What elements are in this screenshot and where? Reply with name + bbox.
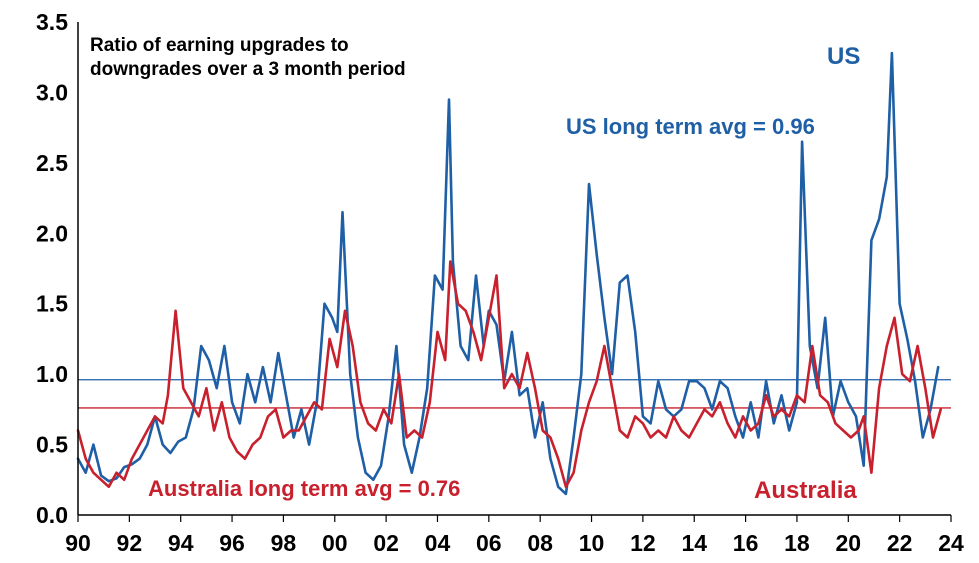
x-tick-label: 18	[784, 530, 810, 556]
x-tick-label: 02	[373, 530, 399, 556]
x-tick-label: 10	[579, 530, 605, 556]
y-axis-ticks: 0.0 0.5 1.0 1.5 2.0 2.5 3.0 3.5	[36, 9, 68, 528]
x-tick-label: 94	[168, 530, 194, 556]
us-avg-label: US long term avg = 0.96	[566, 114, 815, 139]
series-lines	[76, 51, 942, 496]
y-tick-label: 0.5	[36, 432, 68, 458]
x-tick-label: 00	[322, 530, 348, 556]
y-tick-label: 1.0	[36, 361, 68, 387]
y-tick-label: 2.5	[36, 150, 68, 176]
australia-avg-label: Australia long term avg = 0.76	[148, 476, 460, 501]
y-tick-label: 1.5	[36, 291, 68, 317]
x-tick-label: 08	[527, 530, 553, 556]
chart-title-line-1: Ratio of earning upgrades to	[90, 35, 349, 56]
y-tick-label: 0.0	[36, 502, 68, 528]
x-tick-label: 96	[219, 530, 245, 556]
x-tick-label: 12	[630, 530, 656, 556]
x-tick-label: 16	[733, 530, 759, 556]
x-axis-ticks: 90 92 94 96 98 00 02 04 06 08 10 12 14 16 18 20 22 24	[65, 515, 964, 556]
x-tick-label: 92	[117, 530, 143, 556]
x-tick-label: 90	[65, 530, 91, 556]
x-tick-label: 20	[835, 530, 861, 556]
y-tick-label: 3.0	[36, 79, 68, 105]
y-tick-label: 3.5	[36, 9, 68, 35]
x-tick-label: 04	[425, 530, 451, 556]
x-tick-label: 98	[271, 530, 297, 556]
x-tick-label: 24	[938, 530, 964, 556]
x-tick-label: 22	[887, 530, 913, 556]
chart-title-line-2: downgrades over a 3 month period	[90, 59, 406, 80]
us-series-label: US	[827, 43, 860, 70]
chart-title: Ratio of earning upgrades to downgrades …	[90, 35, 406, 80]
y-tick-label: 2.0	[36, 220, 68, 246]
australia-series-line	[76, 260, 942, 489]
x-tick-label: 06	[476, 530, 502, 556]
australia-series-label: Australia	[754, 477, 857, 504]
x-tick-label: 14	[681, 530, 707, 556]
